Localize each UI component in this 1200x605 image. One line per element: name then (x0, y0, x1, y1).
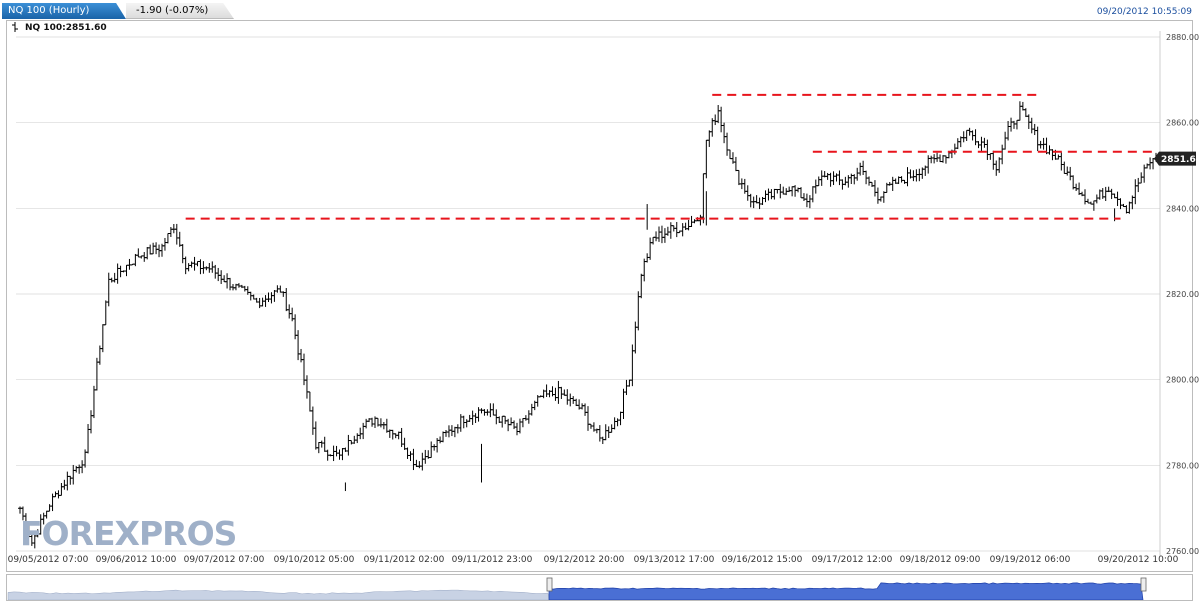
symbol-price-label: NQ 100:2851.60 (25, 23, 107, 33)
support-resistance-lines (185, 93, 1156, 220)
x-tick-label: 09/17/2012 12:00 (812, 555, 893, 565)
x-axis-labels: 09/05/2012 07:00 09/06/2012 10:00 09/07/20… (8, 555, 1179, 565)
y-tick-label: 2780.00 (1166, 461, 1199, 470)
y-tick-label: 2820.00 (1166, 290, 1199, 299)
y-tick-label: 2840.00 (1166, 204, 1199, 213)
chart-frame (6, 20, 1193, 572)
y-tick-label: 2760.00 (1166, 547, 1199, 556)
x-tick-label: 09/12/2012 20:00 (544, 555, 625, 565)
current-price-badge (1154, 151, 1196, 166)
ohlc-bars (18, 101, 1158, 549)
y-axis-labels: 2880.00 2860.00 2840.00 2820.00 2800.00 2780.… (1166, 33, 1199, 556)
navigator-selected-area (548, 582, 1144, 601)
grid-lines (16, 31, 1161, 557)
y-tick-label: 2860.00 (1166, 119, 1199, 128)
current-price-marker: 2851.6 (1154, 151, 1196, 166)
timestamp: 09/20/2012 10:55:09 (1096, 7, 1192, 17)
x-tick-label: 09/11/2012 23:00 (452, 555, 533, 565)
chart-header: NQ 100 (Hourly) -1.90 (-0.07%) 09/20/201… (0, 0, 1200, 20)
chart-navigator[interactable] (6, 574, 1193, 601)
x-tick-label: 09/13/2012 17:00 (634, 555, 715, 565)
x-tick-label: 09/06/2012 10:00 (96, 555, 177, 565)
navigator-left-handle[interactable] (546, 577, 553, 592)
x-tick-label: 09/19/2012 06:00 (990, 555, 1071, 565)
navigator-area (7, 577, 1147, 601)
navigator-unselected-area (7, 589, 550, 601)
x-tick-label: 09/18/2012 09:00 (900, 555, 981, 565)
ohlc-icon (12, 22, 18, 32)
x-tick-label: 09/20/2012 10:00 (1098, 555, 1179, 565)
forexpros-watermark: FOREXPROS (20, 514, 236, 553)
x-tick-label: 09/10/2012 05:00 (274, 555, 355, 565)
navigator-right-handle[interactable] (1140, 577, 1147, 592)
y-tick-label: 2880.00 (1166, 33, 1199, 42)
x-tick-label: 09/11/2012 02:00 (364, 555, 445, 565)
x-tick-label: 09/05/2012 07:00 (8, 555, 89, 565)
y-tick-label: 2800.00 (1166, 376, 1199, 385)
instrument-tab[interactable]: NQ 100 (Hourly) (2, 3, 126, 19)
current-price-label: 2851.6 (1161, 155, 1196, 165)
change-tab: -1.90 (-0.07%) (126, 3, 234, 19)
x-tick-label: 09/07/2012 07:00 (184, 555, 265, 565)
x-tick-label: 09/16/2012 15:00 (722, 555, 803, 565)
